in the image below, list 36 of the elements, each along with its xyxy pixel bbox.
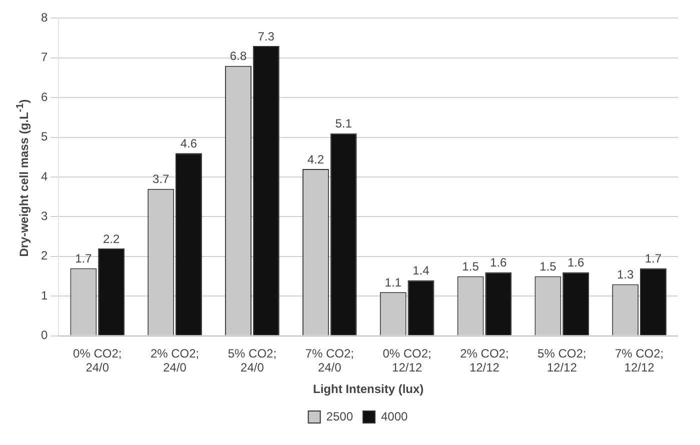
x-tick-label: 0% CO2; 12/12 xyxy=(382,346,432,375)
data-label: 4.2 xyxy=(307,152,324,166)
data-label: 1.3 xyxy=(617,268,634,282)
y-tick-label: 4 xyxy=(40,169,48,184)
data-label: 6.8 xyxy=(230,49,247,64)
x-tick-label: 5% CO2; 24/0 xyxy=(228,346,277,375)
y-tick-label: 0 xyxy=(40,328,48,342)
data-label: 2.2 xyxy=(102,232,120,246)
data-label: 4.6 xyxy=(180,136,198,150)
data-label: 1.4 xyxy=(412,264,430,278)
data-label: 1.5 xyxy=(540,260,557,274)
y-tick-label: 6 xyxy=(40,90,48,104)
data-label: 1.7 xyxy=(644,252,662,266)
data-label: 1.6 xyxy=(567,256,584,270)
x-tick-label: 2% CO2; 24/0 xyxy=(150,346,200,375)
y-tick-label: 3 xyxy=(40,209,48,224)
x-tick-label: 2% CO2; 12/12 xyxy=(460,346,509,375)
y-tick-label: 5 xyxy=(40,130,48,144)
y-tick-label: 7 xyxy=(40,50,48,64)
x-tick-label: 7% CO2; 24/0 xyxy=(305,346,354,375)
data-label: 1.5 xyxy=(462,260,480,274)
data-label: 3.7 xyxy=(152,172,170,186)
data-label: 1.7 xyxy=(75,252,92,266)
x-tick-label: 0% CO2; 24/0 xyxy=(73,346,122,375)
x-tick-label: 7% CO2; 12/12 xyxy=(614,346,664,375)
data-label: 1.1 xyxy=(384,275,402,290)
y-tick-label: 1 xyxy=(40,288,48,302)
y-tick-label: 2 xyxy=(40,248,48,263)
legend-label: 4000 xyxy=(381,409,408,424)
data-label: 7.3 xyxy=(258,29,275,44)
y-tick-label: 8 xyxy=(40,10,48,25)
data-label: 5.1 xyxy=(335,116,352,131)
x-tick-label: 5% CO2; 12/12 xyxy=(538,346,586,375)
legend-label: 2500 xyxy=(326,409,354,424)
x-axis-title: Light Intensity (lux) xyxy=(313,382,424,396)
data-label: 1.6 xyxy=(490,256,508,270)
